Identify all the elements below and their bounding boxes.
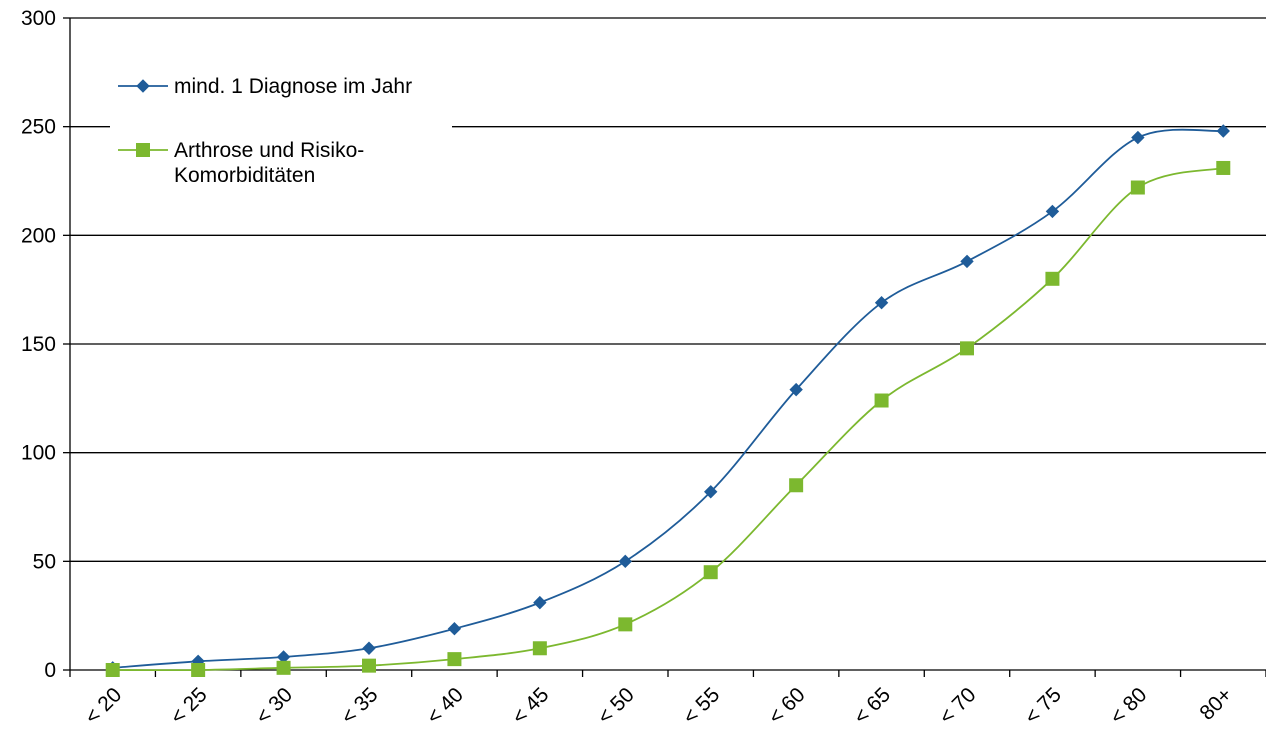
data-point bbox=[362, 641, 376, 655]
x-tick-label: < 30 bbox=[252, 683, 298, 729]
x-tick-label: < 60 bbox=[764, 683, 810, 729]
data-point bbox=[362, 658, 376, 673]
x-tick-label: 80+ bbox=[1195, 683, 1236, 724]
y-tick-label: 100 bbox=[21, 442, 56, 465]
x-tick-label: < 50 bbox=[593, 683, 639, 729]
legend: mind. 1 Diagnose im Jahr Arthrose und Ris… bbox=[118, 75, 412, 187]
data-point bbox=[704, 485, 718, 499]
data-point bbox=[1131, 130, 1145, 145]
x-tick-label: < 35 bbox=[337, 683, 383, 729]
series-2 bbox=[105, 160, 1231, 677]
x-tick-label: < 75 bbox=[1020, 683, 1066, 729]
legend-item-2: Arthrose und Risiko-Komorbiditäten bbox=[118, 139, 364, 187]
x-tick-label: < 65 bbox=[850, 683, 896, 729]
x-tick-label: < 55 bbox=[679, 683, 725, 729]
data-point bbox=[533, 595, 547, 610]
data-point bbox=[1045, 204, 1060, 219]
data-point bbox=[874, 393, 889, 408]
x-tick-label: < 20 bbox=[81, 683, 127, 729]
x-tick-label: < 25 bbox=[166, 683, 212, 729]
x-tick-label: < 80 bbox=[1106, 683, 1152, 729]
data-point bbox=[1216, 124, 1230, 138]
series-1 bbox=[106, 124, 1230, 675]
y-tick-label: 50 bbox=[33, 550, 56, 573]
series-lines bbox=[105, 124, 1231, 677]
data-point bbox=[960, 254, 974, 269]
y-tick-label: 300 bbox=[21, 7, 56, 30]
data-point bbox=[191, 663, 206, 677]
data-point bbox=[276, 660, 291, 675]
data-point bbox=[703, 565, 718, 580]
series-line bbox=[112, 128, 1224, 669]
data-point bbox=[105, 663, 120, 677]
data-point bbox=[1130, 180, 1145, 195]
data-point bbox=[1216, 160, 1231, 175]
data-point bbox=[618, 554, 632, 569]
legend-label: Komorbiditäten bbox=[174, 164, 315, 187]
data-point bbox=[618, 617, 633, 632]
x-tick-label: < 45 bbox=[508, 683, 554, 729]
legend-marker bbox=[136, 143, 150, 157]
data-point bbox=[789, 478, 804, 493]
data-point bbox=[1045, 271, 1060, 286]
series-line bbox=[112, 167, 1224, 672]
data-point bbox=[874, 295, 889, 310]
x-tick-label: < 40 bbox=[422, 683, 468, 729]
data-point bbox=[447, 652, 462, 667]
data-point bbox=[789, 382, 803, 397]
data-point bbox=[447, 621, 462, 636]
data-point bbox=[532, 641, 547, 656]
data-point bbox=[960, 341, 974, 356]
y-tick-label: 0 bbox=[44, 659, 56, 682]
legend-label: mind. 1 Diagnose im Jahr bbox=[174, 75, 412, 98]
legend-marker bbox=[136, 79, 150, 93]
y-tick-label: 150 bbox=[21, 333, 56, 356]
legend-item-1: mind. 1 Diagnose im Jahr bbox=[118, 75, 412, 98]
x-tick-label: < 70 bbox=[935, 683, 981, 729]
legend-label: Arthrose und Risiko- bbox=[174, 139, 364, 162]
legend-box bbox=[110, 58, 452, 208]
legend-background bbox=[110, 58, 452, 208]
y-tick-label: 200 bbox=[21, 224, 56, 247]
y-tick-label: 250 bbox=[21, 116, 56, 139]
